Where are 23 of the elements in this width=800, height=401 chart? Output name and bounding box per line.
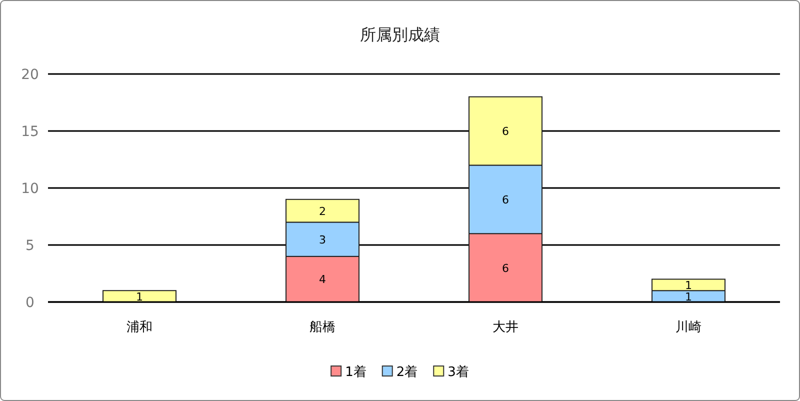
y-tick-label: 15 — [21, 124, 39, 140]
chart-title: 所属別成績 — [360, 25, 440, 44]
data-label: 6 — [502, 125, 509, 138]
y-tick-label: 5 — [26, 238, 34, 254]
y-tick-label: 10 — [21, 181, 39, 197]
data-label: 1 — [685, 278, 692, 292]
data-label: 1 — [136, 290, 143, 304]
bar — [102, 290, 176, 302]
y-tick-label: 0 — [26, 295, 34, 311]
x-tick-label: 大井 — [492, 320, 518, 335]
data-label: 6 — [502, 193, 509, 206]
data-label: 1 — [685, 290, 692, 304]
legend-label: 2着 — [396, 364, 418, 380]
legend-label: 1着 — [345, 364, 366, 380]
data-label: 6 — [502, 262, 509, 275]
x-tick-label: 船橋 — [310, 320, 336, 335]
data-label: 2 — [319, 204, 326, 218]
y-tick-label: 20 — [21, 67, 39, 83]
x-tick-label: 川崎 — [676, 320, 702, 335]
legend-label: 3着 — [448, 364, 469, 380]
data-label: 4 — [319, 273, 326, 286]
data-label: 3 — [319, 233, 326, 246]
x-tick-label: 浦和 — [126, 320, 152, 335]
